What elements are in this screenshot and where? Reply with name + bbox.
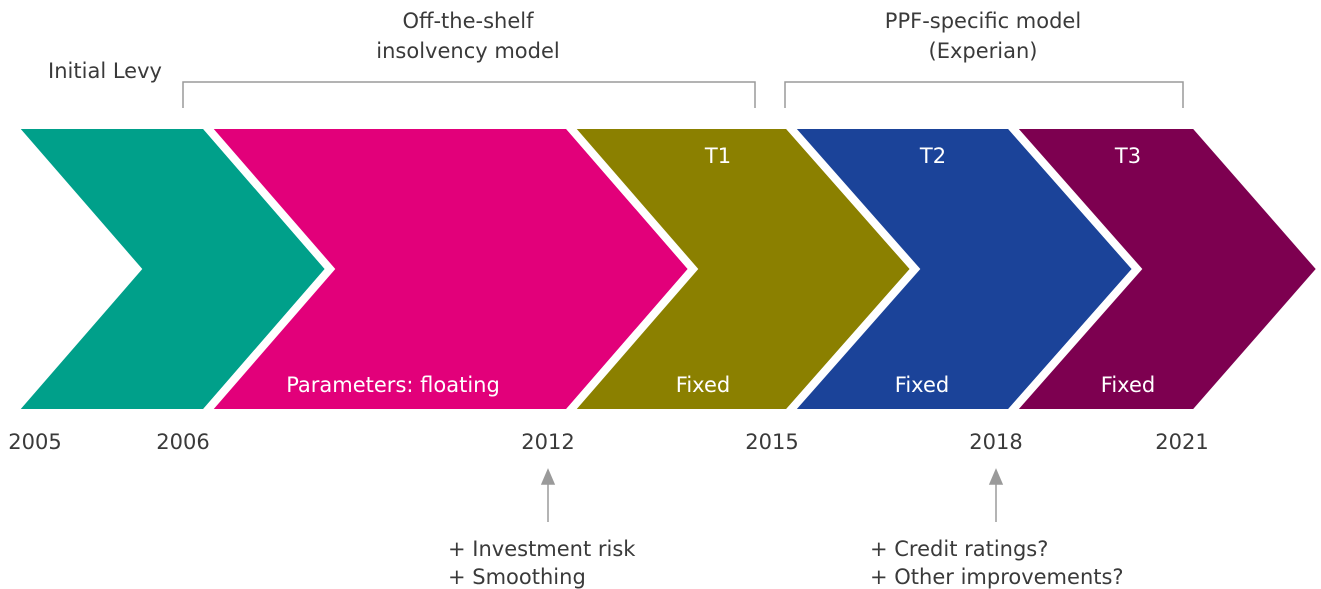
year: 2006 <box>156 430 209 454</box>
year: 2012 <box>521 430 574 454</box>
chevrons <box>3 121 1321 417</box>
label: Off-the-shelf <box>402 9 534 33</box>
phase-top: T2 <box>919 144 946 168</box>
bracket <box>182 81 756 108</box>
phase-bottom: Fixed <box>1101 373 1155 397</box>
arrows <box>540 468 1004 522</box>
note: + Investment risk <box>448 537 636 561</box>
note: + Smoothing <box>448 565 586 589</box>
label: Initial Levy <box>48 59 162 83</box>
bracket <box>784 81 1184 108</box>
phase-top: T3 <box>1114 144 1141 168</box>
label: (Experian) <box>929 39 1038 63</box>
arrow-head <box>540 468 556 485</box>
phase-bottom: Parameters: floating <box>286 373 500 397</box>
note: + Credit ratings? <box>870 537 1048 561</box>
phase-bottom: Fixed <box>895 373 949 397</box>
phase-bottom: Fixed <box>676 373 730 397</box>
year: 2015 <box>745 430 798 454</box>
chevron <box>1001 121 1321 417</box>
year: 2021 <box>1155 430 1208 454</box>
label: PPF-specific model <box>885 9 1081 33</box>
brackets <box>182 81 1184 108</box>
year: 2018 <box>969 430 1022 454</box>
arrow-head <box>988 468 1004 485</box>
note: + Other improvements? <box>870 565 1124 589</box>
phase-top: T1 <box>704 144 731 168</box>
year: 2005 <box>8 430 61 454</box>
label: insolvency model <box>376 39 559 63</box>
